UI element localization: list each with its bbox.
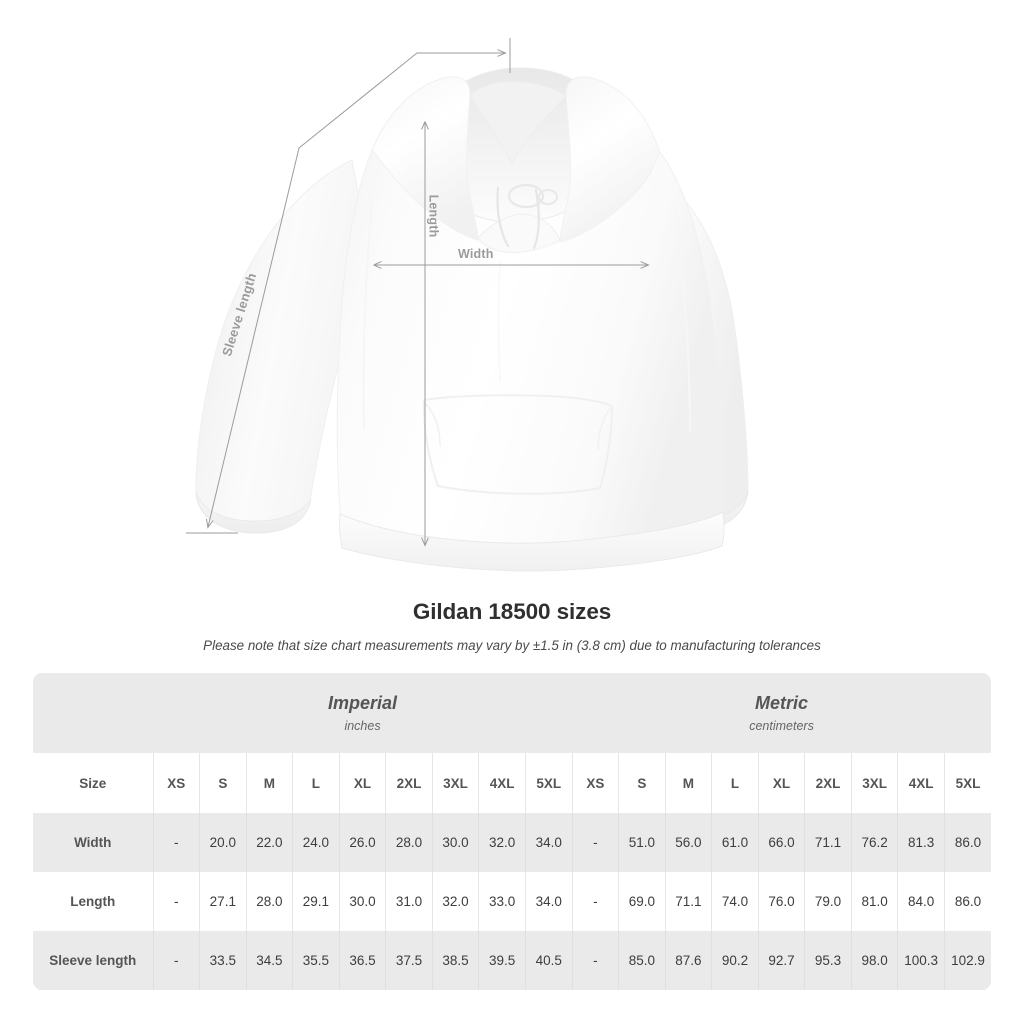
measurement-cell-metric: 102.9 (943, 931, 992, 990)
size-header-cell: 3XL (431, 753, 479, 813)
size-header-cell: M (664, 753, 712, 813)
measurement-cell-imperial: 39.5 (478, 931, 526, 990)
measurement-cell-metric: 86.0 (943, 872, 992, 931)
measurement-cell-imperial: 31.0 (385, 872, 433, 931)
measurement-cell-imperial: 30.0 (338, 872, 386, 931)
table-row: Length -27.1 28.0 29.1 30.0 31.0 32.0 33.0 34.0-… (33, 872, 992, 931)
measurement-cell-imperial: 34.5 (245, 931, 293, 990)
measurement-cell-imperial: - (152, 872, 200, 931)
measurement-cell-imperial: 33.0 (478, 872, 526, 931)
measurement-cell-metric: - (571, 872, 619, 931)
size-header-cell: 2XL (804, 753, 852, 813)
table-row: Sleeve length -33.5 34.5 35.5 36.5 37.5 38.5 39… (33, 931, 992, 990)
size-header-row: Size XS S M L XL 2XL 3XL 4XL 5XL XS S M L XL 2XL 3XL 4XL 5… (33, 753, 992, 813)
unit-subtitle: centimeters (749, 718, 814, 733)
unit-name: Metric (755, 692, 809, 713)
size-header-cell: 3XL (850, 753, 898, 813)
unit-header-metric: Metric centimeters (572, 673, 992, 753)
measurement-cell-metric: 100.3 (897, 931, 945, 990)
row-label: Length (33, 872, 153, 931)
hoodie-illustration (195, 67, 749, 572)
measurement-cell-metric: 84.0 (897, 872, 945, 931)
size-header-cell: L (711, 753, 759, 813)
size-header-cell: S (618, 753, 666, 813)
size-header-cell: 4XL (897, 753, 945, 813)
measurement-cell-imperial: 32.0 (478, 813, 526, 872)
title-block: Gildan 18500 sizes Please note that size… (0, 598, 1024, 654)
measurement-cell-imperial: 40.5 (524, 931, 573, 990)
size-header-cell: 2XL (385, 753, 433, 813)
measurement-cell-imperial: 28.0 (385, 813, 433, 872)
measurement-cell-imperial: 32.0 (431, 872, 479, 931)
measurement-cell-metric: 76.0 (757, 872, 805, 931)
measurement-cell-metric: 92.7 (757, 931, 805, 990)
measurement-cell-imperial: 29.1 (292, 872, 340, 931)
measurement-cell-imperial: 24.0 (292, 813, 340, 872)
measurement-cell-metric: 81.3 (897, 813, 945, 872)
measurement-cell-metric: 69.0 (618, 872, 666, 931)
measurement-cell-metric: 66.0 (757, 813, 805, 872)
measurement-cell-metric: 61.0 (711, 813, 759, 872)
measurement-cell-metric: 90.2 (711, 931, 759, 990)
measurement-cell-metric: 71.1 (664, 872, 712, 931)
size-column-header: Size (33, 753, 153, 813)
row-label: Sleeve length (33, 931, 153, 990)
measurement-cell-metric: 51.0 (618, 813, 666, 872)
measurement-cell-imperial: 34.0 (524, 813, 573, 872)
measurement-cell-metric: 79.0 (804, 872, 852, 931)
size-header-cell: 5XL (524, 753, 573, 813)
measurement-cell-metric: 76.2 (850, 813, 898, 872)
size-header-cell: 5XL (943, 753, 992, 813)
measurement-cell-imperial: 27.1 (199, 872, 247, 931)
measurement-cell-imperial: 37.5 (385, 931, 433, 990)
measurement-cell-imperial: 38.5 (431, 931, 479, 990)
measurement-cell-metric: - (571, 931, 619, 990)
size-header-cell: M (245, 753, 293, 813)
size-chart-container: Imperial inches Metric centimeters Size XS S M L… (33, 673, 992, 990)
size-header-cell: XL (757, 753, 805, 813)
product-diagram: Sleeve length Length Width (186, 38, 1024, 585)
measurement-cell-metric: 86.0 (943, 813, 992, 872)
measurement-cell-imperial: - (152, 931, 200, 990)
measurement-cell-metric: 98.0 (850, 931, 898, 990)
measurement-cell-metric: 95.3 (804, 931, 852, 990)
measurement-annotations (186, 38, 1024, 585)
measurement-cell-metric: 87.6 (664, 931, 712, 990)
row-label: Width (33, 813, 153, 872)
measurement-cell-imperial: 28.0 (245, 872, 293, 931)
unit-banner-row: Imperial inches Metric centimeters (33, 673, 992, 753)
size-header-cell: XS (152, 753, 200, 813)
table-row: Width -20.0 22.0 24.0 26.0 28.0 30.0 32.0 34.0-5… (33, 813, 992, 872)
size-header-cell: XL (338, 753, 386, 813)
measurement-cell-imperial: 34.0 (524, 872, 573, 931)
measurement-cell-metric: - (571, 813, 619, 872)
measurement-cell-metric: 56.0 (664, 813, 712, 872)
page-title: Gildan 18500 sizes (412, 599, 612, 624)
measurement-cell-imperial: 30.0 (431, 813, 479, 872)
measurement-cell-imperial: 35.5 (292, 931, 340, 990)
unit-header-imperial: Imperial inches (153, 673, 573, 753)
measurement-cell-imperial: 36.5 (338, 931, 386, 990)
measurement-cell-imperial: 20.0 (199, 813, 247, 872)
measurement-cell-imperial: 26.0 (338, 813, 386, 872)
measurement-cell-metric: 85.0 (618, 931, 666, 990)
size-header-cell: L (292, 753, 340, 813)
size-header-cell: S (199, 753, 247, 813)
unit-subtitle: inches (344, 718, 381, 733)
measurement-cell-metric: 74.0 (711, 872, 759, 931)
size-chart-table: Imperial inches Metric centimeters Size XS S M L… (33, 673, 992, 990)
size-header-cell: XS (571, 753, 619, 813)
measurement-cell-imperial: 33.5 (199, 931, 247, 990)
sleeve-measure-line (208, 52, 418, 527)
measurement-cell-metric: 81.0 (850, 872, 898, 931)
unit-banner-corner (33, 673, 153, 753)
unit-name: Imperial (328, 692, 398, 713)
size-header-cell: 4XL (478, 753, 526, 813)
measurement-cell-metric: 71.1 (804, 813, 852, 872)
measurement-cell-imperial: - (152, 813, 200, 872)
tolerance-note: Please note that size chart measurements… (203, 638, 821, 653)
measurement-cell-imperial: 22.0 (245, 813, 293, 872)
